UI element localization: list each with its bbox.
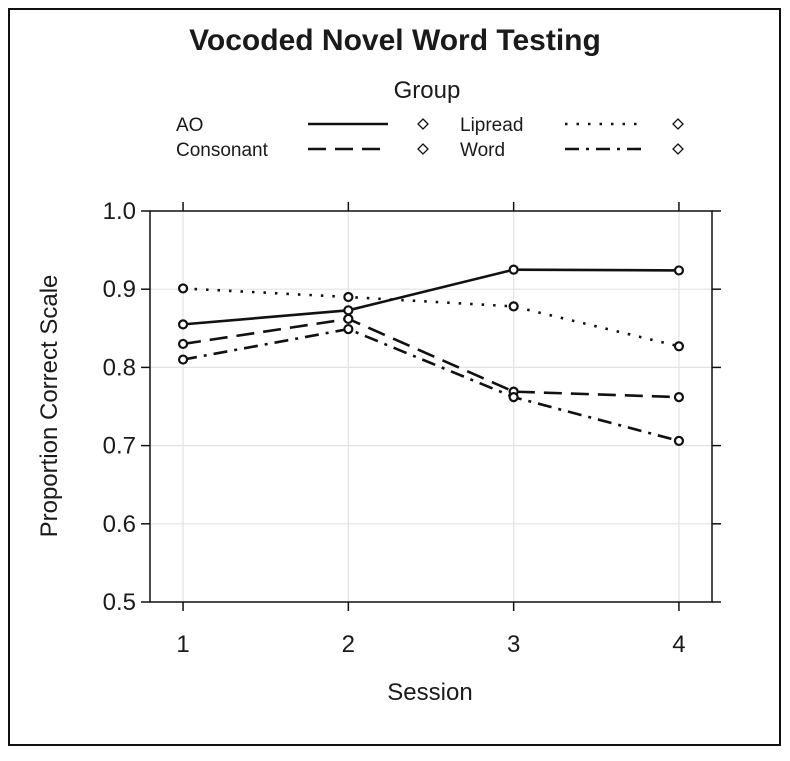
y-tick-label: 0.8 xyxy=(103,354,136,381)
x-tick-label: 1 xyxy=(176,631,189,658)
series-lipread xyxy=(177,283,685,352)
x-axis: 1 2 3 4 xyxy=(176,202,686,658)
y-tick-label: 0.6 xyxy=(103,511,136,538)
legend-label-ao: AO xyxy=(176,115,203,136)
x-tick-label: 4 xyxy=(672,631,685,658)
data-point-word xyxy=(177,354,189,365)
data-point-lipread xyxy=(343,291,354,303)
legend: AO Consonant Lipread Word xyxy=(176,115,684,161)
y-tick-label: 1.0 xyxy=(103,198,136,225)
legend-marker-word xyxy=(672,143,684,155)
x-axis-label: Session xyxy=(387,679,472,706)
y-tick-label: 0.9 xyxy=(103,276,136,303)
legend-entry-ao: AO xyxy=(176,115,429,136)
data-point-consonant xyxy=(343,313,354,325)
data-point-lipread xyxy=(673,341,685,352)
data-point-ao xyxy=(508,264,519,275)
legend-entry-word: Word xyxy=(460,140,684,161)
y-tick-label: 0.7 xyxy=(103,433,136,460)
series-line-lipread xyxy=(182,287,680,348)
series-line-word xyxy=(182,327,680,443)
y-axis-label: Proportion Correct Scale xyxy=(36,275,63,538)
outer-border xyxy=(8,8,781,746)
series-ao xyxy=(177,264,685,330)
data-point-lipread xyxy=(508,301,519,312)
legend-label-word: Word xyxy=(460,140,505,161)
series-group xyxy=(177,264,685,447)
legend-label-lipread: Lipread xyxy=(460,115,523,136)
legend-marker-consonant xyxy=(417,143,429,155)
series-word xyxy=(177,323,685,447)
y-tick-label: 0.5 xyxy=(103,589,136,616)
y-axis: 0.5 0.6 0.7 0.8 0.9 1.0 xyxy=(103,198,721,616)
data-point-ao xyxy=(673,265,685,276)
data-point-consonant xyxy=(177,338,189,350)
x-tick-label: 3 xyxy=(507,631,520,658)
series-line-ao xyxy=(182,268,679,326)
data-point-word xyxy=(673,435,685,447)
legend-marker-lipread xyxy=(672,118,684,130)
legend-entry-consonant: Consonant xyxy=(176,140,429,161)
data-point-word xyxy=(508,392,519,403)
series-line-consonant xyxy=(182,317,679,399)
series-consonant xyxy=(177,313,685,403)
data-point-ao xyxy=(177,319,189,330)
chart-title: Vocoded Novel Word Testing xyxy=(189,24,601,57)
data-point-lipread xyxy=(177,283,189,294)
legend-label-consonant: Consonant xyxy=(176,140,269,161)
data-point-word xyxy=(343,323,354,335)
data-point-consonant xyxy=(673,392,685,403)
legend-title: Group xyxy=(394,77,461,104)
data-point-ao xyxy=(343,305,354,316)
plot-area xyxy=(149,210,713,603)
x-tick-label: 2 xyxy=(342,631,355,658)
legend-entry-lipread: Lipread xyxy=(460,115,684,136)
legend-marker-ao xyxy=(417,118,429,130)
